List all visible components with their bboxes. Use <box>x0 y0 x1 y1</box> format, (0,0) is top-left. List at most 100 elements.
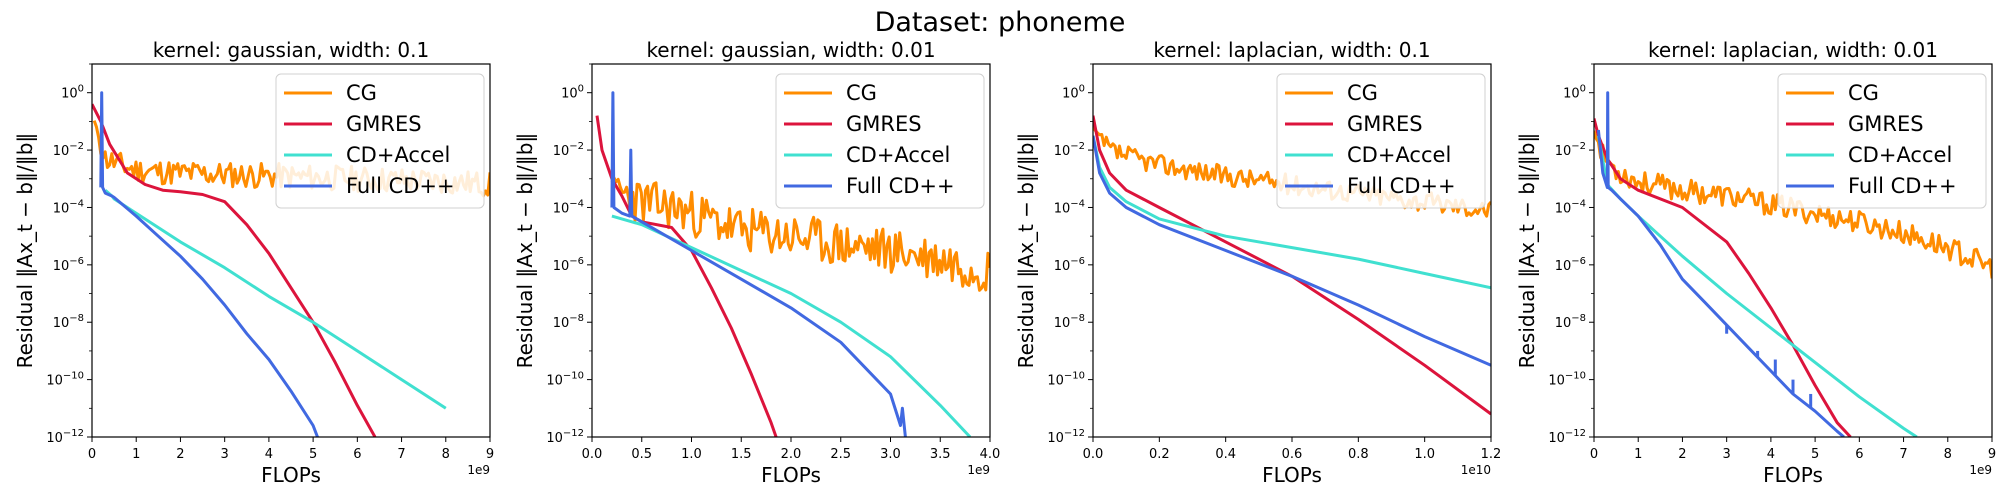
legend: CG GMRES CD+Accel Full CD++ <box>775 73 985 209</box>
legend-label: GMRES <box>1848 112 1924 136</box>
legend-label: GMRES <box>346 112 422 136</box>
y-tick-label: 10−12 <box>46 428 84 446</box>
y-tick-label: 10−4 <box>1054 198 1085 216</box>
series-line-full-cd- <box>1093 135 1491 367</box>
y-tick-label: 10−6 <box>1054 256 1085 274</box>
plot-frame <box>1092 63 1492 438</box>
legend-label: CD+Accel <box>346 143 450 167</box>
series-line-gmres <box>1093 115 1491 416</box>
legend-box <box>275 73 485 209</box>
y-tick-label: 10−10 <box>1047 371 1085 389</box>
y-tick-label: 10−12 <box>1047 428 1085 446</box>
legend-box <box>775 73 985 209</box>
x-tick-label: 1 <box>1634 447 1642 462</box>
y-tick-label: 100 <box>1062 84 1085 102</box>
x-tick-label: 3.0 <box>880 447 901 462</box>
x-tick-label: 0.2 <box>1149 447 1170 462</box>
x-tick-label: 5 <box>309 447 317 462</box>
x-tick-label: 3 <box>221 447 229 462</box>
x-tick-label: 3.5 <box>930 447 951 462</box>
x-tick-label: 5 <box>1811 447 1819 462</box>
x-tick-label: 9 <box>486 447 494 462</box>
series-line-full-cd- <box>99 91 319 437</box>
x-axis-scale: 1e9 <box>467 463 490 477</box>
legend-box <box>1777 73 1987 209</box>
x-tick-label: 1.0 <box>681 447 702 462</box>
x-tick-label: 7 <box>1899 447 1907 462</box>
series-line-cg <box>610 176 990 292</box>
y-axis-label: Residual ‖Ax_t − b‖/‖b‖ <box>1515 133 1539 369</box>
x-tick-label: 7 <box>397 447 405 462</box>
series-line-full-cd- <box>1596 91 1845 437</box>
x-tick-label: 0.0 <box>582 447 603 462</box>
x-tick-label: 2.0 <box>781 447 802 462</box>
x-tick-label: 0.4 <box>1215 447 1236 462</box>
y-tick-label: 10−8 <box>1555 313 1586 331</box>
legend: CG GMRES CD+Accel Full CD++ <box>1276 73 1486 209</box>
legend: CG GMRES CD+Accel Full CD++ <box>1777 73 1987 209</box>
y-tick-label: 10−8 <box>553 313 584 331</box>
legend-label: CD+Accel <box>1848 143 1952 167</box>
plot-frame <box>1593 63 1993 438</box>
x-tick-label: 6 <box>1855 447 1863 462</box>
x-tick-label: 1.5 <box>731 447 752 462</box>
y-tick-label: 10−2 <box>53 141 84 159</box>
x-tick-label: 4.0 <box>980 447 1001 462</box>
legend-label: CD+Accel <box>846 143 950 167</box>
y-tick-label: 10−12 <box>1548 428 1586 446</box>
y-tick-label: 10−4 <box>53 198 84 216</box>
x-axis-scale: 1e9 <box>967 463 990 477</box>
y-tick-label: 10−6 <box>553 256 584 274</box>
plot-frame <box>591 63 991 438</box>
y-tick-label: 10−4 <box>1555 198 1586 216</box>
chart-panels: kernel: gaussian, width: 0.110010−210−41… <box>13 38 1996 487</box>
chart-panel-3: kernel: laplacian, width: 0.1 100 10−2 10−4… <box>1014 38 1501 487</box>
x-tick-label: 3 <box>1723 447 1731 462</box>
legend-label: CG <box>846 81 877 105</box>
legend-label: Full CD++ <box>1347 174 1456 198</box>
series-line-cd-accel <box>1093 135 1491 290</box>
y-tick-label: 10−6 <box>53 256 84 274</box>
series-line-cd-accel <box>611 214 972 437</box>
legend-label: Full CD++ <box>1848 174 1957 198</box>
x-tick-label: 1.2 <box>1481 447 1502 462</box>
x-axis-label: FLOPs <box>261 463 321 487</box>
legend-label: CG <box>346 81 377 105</box>
y-tick-label: 10−10 <box>46 371 84 389</box>
x-tick-label: 2 <box>1678 447 1686 462</box>
y-axis-label: Residual ‖Ax_t − b‖/‖b‖ <box>1014 133 1038 369</box>
y-tick-label: 10−4 <box>553 198 584 216</box>
figure-suptitle: Dataset: phoneme <box>875 7 1126 38</box>
y-tick-label: 10−12 <box>546 428 584 446</box>
legend: CG GMRES CD+Accel Full CD++ <box>275 73 485 209</box>
x-axis-label: FLOPs <box>761 463 821 487</box>
x-axis-label: FLOPs <box>1763 463 1823 487</box>
chart-title: kernel: gaussian, width: 0.1 <box>153 38 429 62</box>
legend-label: CG <box>1347 81 1378 105</box>
x-tick-label: 4 <box>1767 447 1775 462</box>
x-tick-label: 0 <box>1590 447 1598 462</box>
series-line-gmres <box>595 115 778 437</box>
y-tick-label: 10−10 <box>546 371 584 389</box>
x-tick-label: 0 <box>88 447 96 462</box>
y-tick-label: 10−8 <box>1054 313 1085 331</box>
x-axis-scale: 1e9 <box>1969 463 1992 477</box>
x-tick-label: 0.5 <box>631 447 652 462</box>
legend-label: Full CD++ <box>846 174 955 198</box>
legend-label: Full CD++ <box>346 174 455 198</box>
x-tick-label: 9 <box>1988 447 1996 462</box>
y-tick-label: 10−8 <box>53 313 84 331</box>
chart-panel-2: kernel: gaussian, width: 0.01 100 10−2 10−4… <box>513 38 1000 487</box>
y-tick-label: 10−10 <box>1548 371 1586 389</box>
series-line-full-cd- <box>610 91 907 437</box>
legend-box <box>1276 73 1486 209</box>
y-tick-label: 100 <box>1563 84 1586 102</box>
y-tick-label: 100 <box>561 84 584 102</box>
x-axis-label: FLOPs <box>1262 463 1322 487</box>
chart-title: kernel: gaussian, width: 0.01 <box>646 38 935 62</box>
chart-title: kernel: laplacian, width: 0.01 <box>1648 38 1938 62</box>
y-tick-label: 10−2 <box>1054 141 1085 159</box>
series-line-cd-accel <box>104 189 447 410</box>
plot-frame <box>91 63 491 438</box>
